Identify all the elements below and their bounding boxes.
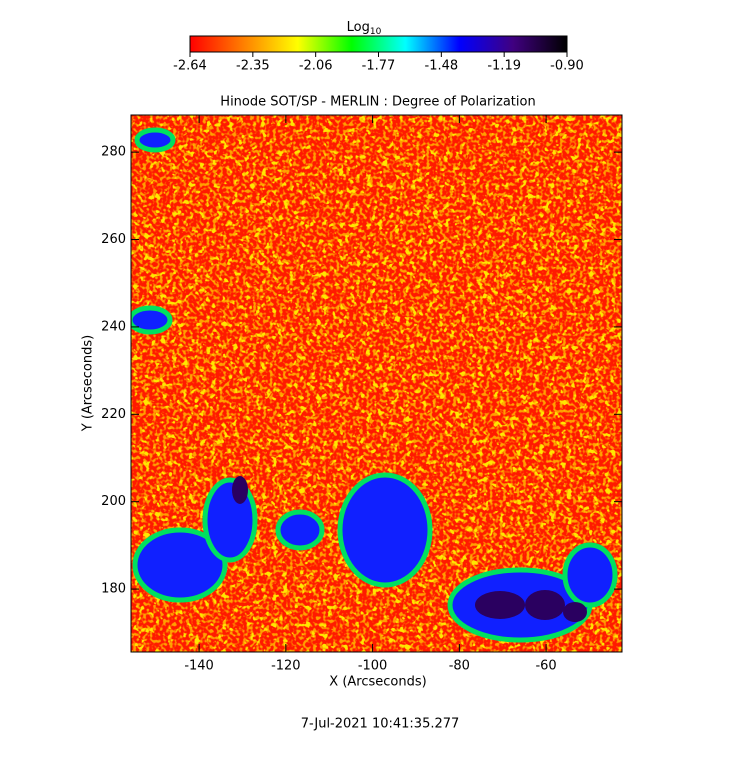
colorbar-tick-label: -2.35: [236, 59, 270, 74]
plot-frame: [130, 114, 623, 653]
colorbar-tick-label: -1.48: [425, 59, 459, 74]
colorbar-label: Log10: [347, 20, 382, 37]
x-tick-label: -120: [271, 659, 301, 674]
colorbar-tick-label: -1.19: [487, 59, 521, 74]
colorbar-tick-label: -0.90: [550, 59, 584, 74]
colorbar: Log10: [189, 20, 568, 53]
y-tick-label: 220: [101, 407, 126, 422]
colorbar-tick-label: -2.64: [173, 59, 207, 74]
x-tick-label: -100: [358, 659, 388, 674]
y-tick-label: 260: [101, 232, 126, 247]
x-tick-label: -140: [184, 659, 214, 674]
x-axis-label: X (Arcseconds): [329, 675, 426, 690]
y-tick-label: 280: [101, 145, 126, 160]
colorbar-tick-label: -1.77: [362, 59, 396, 74]
x-tick-label: -80: [449, 659, 470, 674]
y-tick-label: 240: [101, 319, 126, 334]
y-tick-label: 180: [101, 582, 126, 597]
chart-title: Hinode SOT/SP - MERLIN : Degree of Polar…: [220, 95, 535, 110]
image: [131, 115, 622, 652]
colorbar-gradient: [189, 35, 568, 53]
colorbar-tick-label: -2.06: [299, 59, 333, 74]
y-axis-label: Y (Arcseconds): [81, 335, 96, 432]
timestamp: 7-Jul-2021 10:41:35.277: [301, 717, 460, 732]
y-tick-label: 200: [101, 494, 126, 509]
x-tick-label: -60: [535, 659, 556, 674]
